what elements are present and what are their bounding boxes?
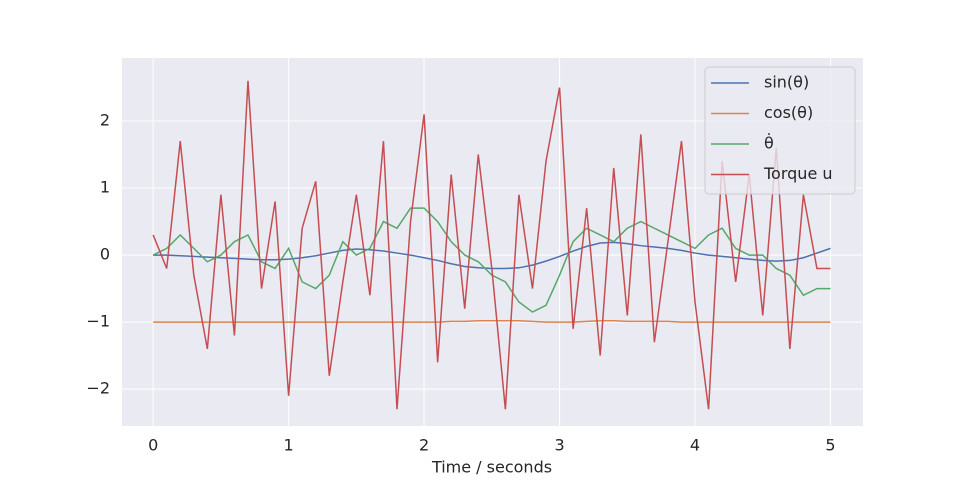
y-tick-label: 0: [100, 245, 110, 264]
legend-box: [704, 66, 856, 195]
series-line: [153, 320, 831, 323]
x-tick-label: 3: [554, 436, 564, 455]
x-tick-label: 5: [825, 436, 835, 455]
legend-label: sin(θ): [764, 73, 809, 92]
y-tick-label: −2: [86, 379, 110, 398]
series-line: [152, 80, 831, 410]
legend-label: Torque u: [763, 164, 833, 183]
y-tick-label: 1: [100, 178, 110, 197]
y-tick-label: 2: [100, 111, 110, 130]
x-tick-label: 2: [419, 436, 429, 455]
x-tick-label: 1: [284, 436, 294, 455]
y-tick-label: −1: [86, 312, 110, 331]
x-axis-label: Time / seconds: [431, 458, 552, 477]
legend-label: θ̇: [764, 134, 774, 153]
x-tick-label: 4: [690, 436, 700, 455]
legend-label: cos(θ): [764, 103, 813, 122]
legend: sin(θ) cos(θ) θ̇ Torque u: [704, 66, 856, 195]
x-tick-label: 0: [148, 436, 158, 455]
